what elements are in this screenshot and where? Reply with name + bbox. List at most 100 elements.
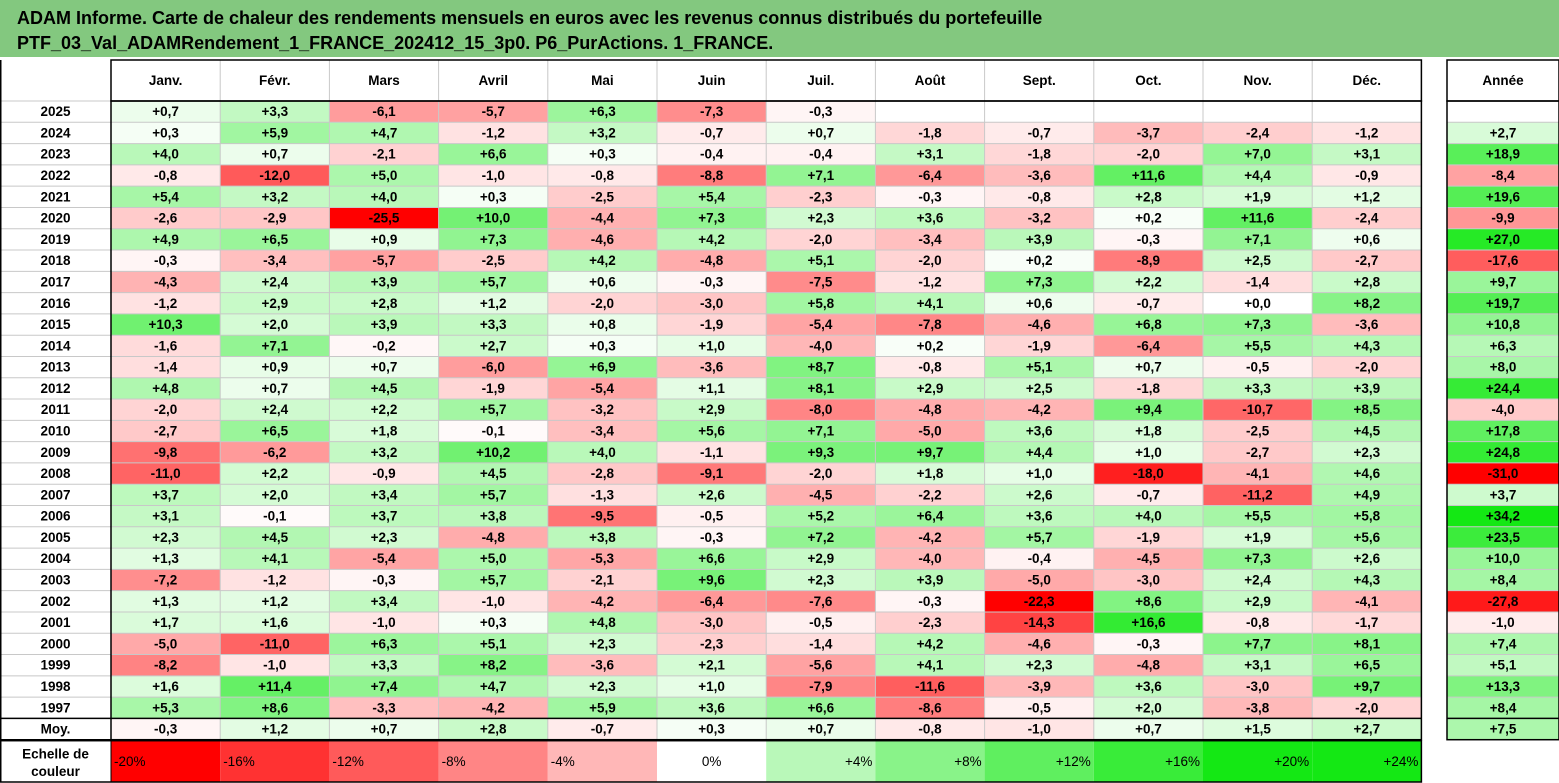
cell-value: -1,2 <box>482 125 505 140</box>
cell-value: +3,3 <box>371 658 398 673</box>
heatmap-cell <box>438 526 548 549</box>
cell-value: +0,2 <box>917 338 944 353</box>
cell-value: +5,6 <box>1353 530 1380 545</box>
cell-value: -7,6 <box>809 594 833 609</box>
cell-value: +16,6 <box>1131 615 1166 630</box>
heatmap-cell <box>329 335 439 357</box>
heatmap-cell <box>547 590 657 612</box>
cell-value: -7,3 <box>700 104 724 119</box>
heatmap-cell <box>984 569 1094 591</box>
annual-cell <box>1447 548 1559 570</box>
cell-value: -0,3 <box>372 573 396 588</box>
heatmap-cell <box>547 505 657 527</box>
heatmap-cell <box>657 548 767 570</box>
heatmap-cell <box>1312 122 1422 144</box>
heatmap-cell <box>547 569 657 591</box>
heatmap-cell <box>329 505 439 527</box>
heatmap-cell <box>220 526 330 549</box>
heatmap-cell <box>875 250 985 272</box>
annual-value: +17,8 <box>1486 423 1521 438</box>
cell-value: -3,0 <box>700 615 723 630</box>
heatmap-cell <box>1203 548 1313 570</box>
cell-value: -1,9 <box>482 381 505 396</box>
heatmap-cell <box>766 441 876 463</box>
heatmap-cell <box>111 548 221 570</box>
heatmap-cell <box>220 441 330 463</box>
heatmap-cell <box>657 675 767 698</box>
annual-cell <box>1447 292 1559 314</box>
heatmap-cell <box>984 143 1094 165</box>
heatmap-cell <box>220 505 330 527</box>
heatmap-cell <box>766 250 876 272</box>
cell-value: -2,4 <box>1246 125 1270 140</box>
heatmap-cell <box>766 207 876 229</box>
year-label: 2006 <box>40 509 71 524</box>
cell-value: -2,7 <box>1355 253 1378 268</box>
annual-value: +18,9 <box>1486 147 1520 162</box>
heatmap-cell <box>984 526 1094 549</box>
scale-swatch <box>875 740 985 782</box>
heatmap-cell <box>657 697 767 719</box>
cell-value: +3,6 <box>698 700 725 715</box>
heatmap-cell <box>1093 399 1203 421</box>
scale-step-label: -20% <box>114 754 146 769</box>
heatmap-cell <box>438 377 548 400</box>
heatmap-cell <box>1312 420 1422 442</box>
cell-value: -2,3 <box>809 189 833 204</box>
cell-value: +1,2 <box>1353 189 1380 204</box>
cell-value: -0,3 <box>700 530 724 545</box>
heatmap-cell <box>547 548 657 570</box>
heatmap-cell <box>1312 697 1422 719</box>
cell-value: -2,0 <box>809 466 832 481</box>
heatmap-cell <box>220 186 330 208</box>
cell-value: +3,6 <box>917 211 944 226</box>
cell-value: +5,8 <box>1353 509 1380 524</box>
heatmap-cell <box>438 590 548 612</box>
heatmap-cell <box>1312 505 1422 527</box>
heatmap-cell <box>875 590 985 612</box>
heatmap-cell <box>766 697 876 719</box>
scale-swatch <box>984 740 1094 782</box>
heatmap-cell <box>875 292 985 314</box>
cell-value: -4,0 <box>809 338 832 353</box>
cell-value: +2,0 <box>1135 700 1162 715</box>
heatmap-cell <box>438 548 548 570</box>
cell-value: +2,2 <box>1135 274 1162 289</box>
heatmap-cell <box>329 377 439 400</box>
cell-value: -6,1 <box>372 104 396 119</box>
heatmap-cell <box>438 441 548 463</box>
heatmap-cell <box>1093 718 1203 740</box>
cell-value: -1,4 <box>154 360 178 375</box>
heatmap-cell <box>1312 228 1422 251</box>
heatmap-cell <box>1312 548 1422 570</box>
cell-value: +5,8 <box>807 296 834 311</box>
heatmap-grid <box>0 59 1559 783</box>
heatmap-cell <box>329 548 439 570</box>
heatmap-cell <box>111 718 221 740</box>
cell-value: -0,3 <box>809 104 833 119</box>
heatmap-cell <box>547 526 657 549</box>
annual-cell <box>1447 335 1559 357</box>
heatmap-cell <box>111 143 221 165</box>
cell-value: +1,1 <box>698 381 725 396</box>
heatmap-cell <box>438 569 548 591</box>
cell-value: +5,0 <box>371 168 398 183</box>
cell-value: +6,8 <box>1135 317 1162 332</box>
cell-value: +7,7 <box>1244 636 1271 651</box>
cell-value: -2,4 <box>1355 211 1379 226</box>
cell-value: -5,4 <box>591 381 615 396</box>
annual-cell <box>1447 164 1559 187</box>
heatmap-cell <box>438 399 548 421</box>
cell-value: +7,0 <box>1244 147 1271 162</box>
heatmap-cell <box>1203 654 1313 676</box>
cell-value: -0,5 <box>1028 700 1052 715</box>
heatmap-cell <box>438 633 548 655</box>
cell-value: -7,2 <box>154 573 177 588</box>
cell-value: +2,9 <box>261 296 288 311</box>
annual-value: +10,0 <box>1486 551 1520 566</box>
heatmap-cell <box>1203 228 1313 251</box>
annual-value: +9,7 <box>1490 274 1517 289</box>
heatmap-cell <box>1312 143 1422 165</box>
heatmap-cell <box>984 654 1094 676</box>
heatmap-cell <box>220 335 330 357</box>
